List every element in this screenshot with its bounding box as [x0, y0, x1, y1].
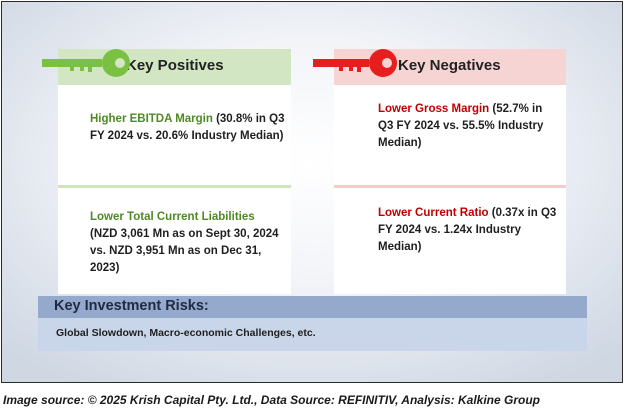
positive-item-1-highlight: Higher EBITDA Margin [90, 113, 213, 125]
red-key-icon [313, 49, 397, 77]
positive-item-2: Lower Total Current Liabilities (NZD 3,0… [90, 209, 285, 277]
positives-divider [58, 185, 291, 188]
positive-item-2-detail: (NZD 3,061 Mn as on Sept 30, 2024 vs. NZ… [90, 228, 279, 274]
negative-item-2: Lower Current Ratio (0.37x in Q3 FY 2024… [378, 205, 558, 256]
negatives-divider [334, 185, 566, 188]
negative-item-2-detail: (0.37x in Q3 FY 2024 vs. 1.24x Industry … [378, 207, 557, 253]
positive-item-1: Higher EBITDA Margin (30.8% in Q3 FY 202… [90, 111, 285, 145]
negative-item-1-highlight: Lower Gross Margin [378, 103, 490, 115]
key-investment-risks-header: Key Investment Risks: [38, 296, 587, 318]
key-investment-risks-box: Key Investment Risks: Global Slowdown, M… [38, 296, 587, 351]
positive-item-1-detail: (30.8% in Q3 FY 2024 vs. 20.6% Industry … [90, 113, 285, 142]
negative-item-1-detail: (52.7% in Q3 FY 2024 vs. 55.5% Industry … [378, 103, 544, 149]
negative-item-2-highlight: Lower Current Ratio [378, 207, 489, 219]
key-negatives-title: Key Negatives [398, 57, 501, 74]
key-negatives-panel: Key Negatives Lower Gross Margin (52.7% … [334, 49, 566, 294]
positive-item-2-highlight: Lower Total Current Liabilities [90, 211, 255, 223]
image-source-caption: Image source: © 2025 Krish Capital Pty. … [3, 393, 540, 407]
key-investment-risks-text: Global Slowdown, Macro-economic Challeng… [56, 327, 316, 339]
negative-item-1: Lower Gross Margin (52.7% in Q3 FY 2024 … [378, 101, 558, 152]
green-key-icon [42, 49, 130, 77]
key-investment-risks-title: Key Investment Risks: [54, 298, 209, 314]
key-positives-panel: Key Positives Higher EBITDA Margin (30.8… [58, 49, 291, 294]
key-positives-title: Key Positives [126, 57, 224, 74]
